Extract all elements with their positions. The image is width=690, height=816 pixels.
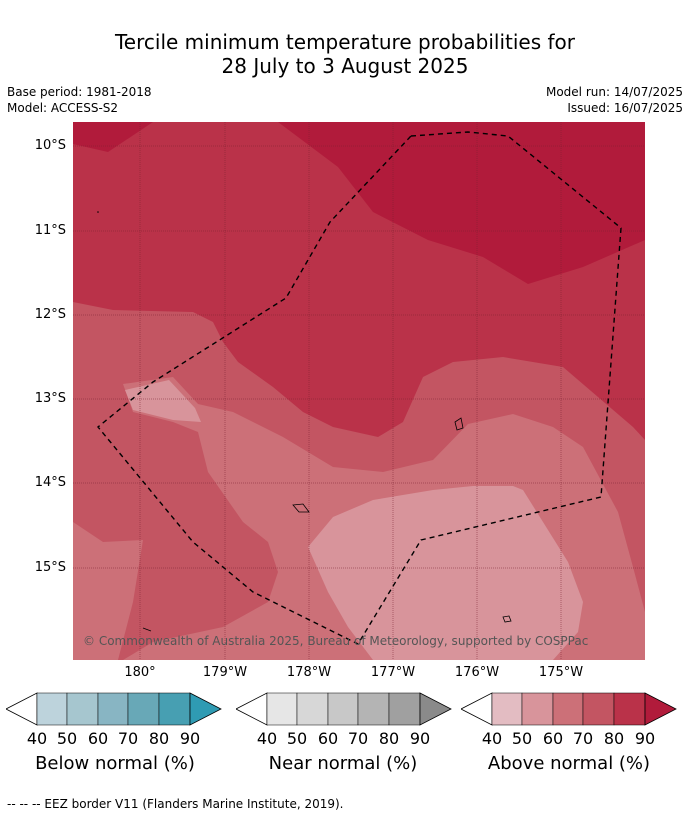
tick-label: 80	[148, 729, 170, 748]
colorbar-label-below: Below normal (%)	[35, 753, 195, 774]
lon-label-175w: 175°W	[538, 665, 584, 680]
colorbar-label-above: Above normal (%)	[487, 753, 651, 774]
model-name: Model: ACCESS-S2	[7, 101, 119, 115]
tick-label: 50	[56, 729, 78, 748]
map-title: Tercile minimum temperature probabilitie…	[0, 30, 690, 78]
tick-label: 80	[603, 729, 625, 748]
island-outline-4	[142, 627, 152, 632]
tick-label: 40	[26, 729, 48, 748]
tick-label: 60	[87, 729, 109, 748]
lat-label-13s: 13°S	[34, 391, 66, 406]
copyright-credit: © Commonwealth of Australia 2025, Bureau…	[83, 634, 589, 648]
lat-label-11s: 11°S	[34, 223, 66, 238]
probability-map	[73, 122, 645, 660]
base-period: Base period: 1981-2018	[7, 85, 152, 99]
island-outline	[454, 417, 464, 431]
title-line-1: Tercile minimum temperature probabilitie…	[114, 30, 576, 54]
model-run: Model run: 14/07/2025	[545, 85, 683, 99]
tick-label: 40	[481, 729, 503, 748]
colorbar-near-normal	[236, 692, 452, 726]
lat-label-14s: 14°S	[34, 475, 66, 490]
graticule	[73, 122, 645, 660]
eez-border	[97, 131, 622, 645]
colorbar-label-near: Near normal (%)	[268, 753, 418, 774]
zone-above-40-50-pocket	[125, 380, 201, 422]
eez-footer-note: -- -- -- EEZ border V11 (Flanders Marine…	[7, 797, 344, 811]
tick-label: 60	[317, 729, 339, 748]
issued-date: Issued: 16/07/2025	[567, 101, 683, 115]
lat-label-12s: 12°S	[34, 307, 66, 322]
tick-label: 90	[179, 729, 201, 748]
zone-above-80-90	[278, 122, 645, 284]
tick-label: 90	[634, 729, 656, 748]
lon-label-179w: 179°W	[202, 665, 248, 680]
zone-above-50-60-west	[73, 522, 143, 660]
lon-label-178w: 178°W	[286, 665, 332, 680]
lon-label-176w: 176°W	[454, 665, 500, 680]
island-dot	[97, 211, 99, 213]
lon-label-180: 180°	[124, 665, 156, 680]
lat-label-15s: 15°S	[34, 560, 66, 575]
tick-label: 80	[378, 729, 400, 748]
zone-above-40-50	[308, 486, 583, 660]
zone-above-80-90-corner	[73, 122, 153, 152]
tick-label: 40	[256, 729, 278, 748]
colorbar-below-normal	[6, 692, 222, 726]
island-outline-2	[292, 503, 310, 513]
colorbar-above-normal	[461, 692, 677, 726]
title-line-2: 28 July to 3 August 2025	[221, 54, 469, 78]
tick-label: 70	[117, 729, 139, 748]
tick-label: 70	[572, 729, 594, 748]
tick-label: 50	[286, 729, 308, 748]
tick-label: 50	[511, 729, 533, 748]
tick-label: 70	[347, 729, 369, 748]
lon-label-177w: 177°W	[370, 665, 416, 680]
tick-label: 60	[542, 729, 564, 748]
tick-label: 90	[409, 729, 431, 748]
meta-right: Model run: 14/07/2025 Issued: 16/07/2025	[546, 84, 683, 116]
meta-left: Base period: 1981-2018 Model: ACCESS-S2	[7, 84, 152, 116]
lat-label-10s: 10°S	[34, 138, 66, 153]
island-outline-3	[502, 615, 512, 623]
